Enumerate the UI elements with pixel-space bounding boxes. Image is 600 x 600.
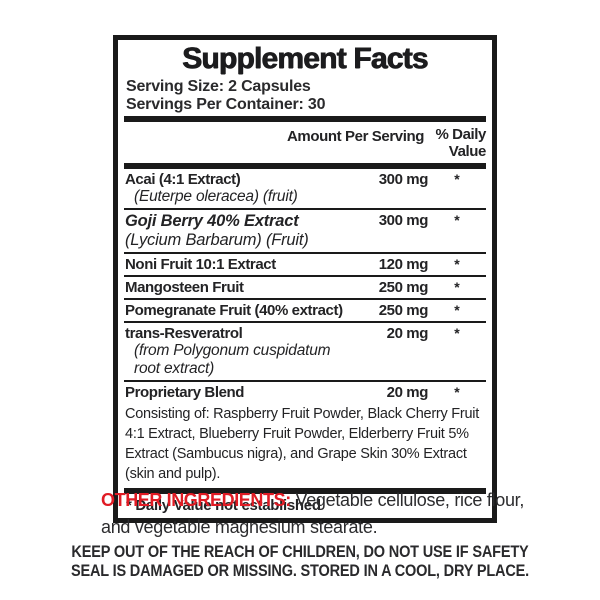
ingredient-name-block: Proprietary Blend [124, 384, 356, 401]
other-ingredients-text: Vegetable cellulose, rice flour, and veg… [101, 490, 525, 537]
ingredient-row-main: Acai (4:1 Extract) (Euterpe oleracea) (fr… [124, 171, 486, 206]
ingredient-name-block: Mangosteen Fruit [124, 279, 356, 296]
ingredient-daily-value: * [454, 302, 460, 318]
column-header-amount: Amount Per Serving [287, 128, 424, 145]
ingredient-row: trans-Resveratrol (from Polygonum cuspida… [124, 323, 486, 382]
servings-per-container-text: Servings Per Container: 30 [126, 96, 326, 113]
ingredient-sub-name: (Euterpe oleracea) (fruit) [134, 188, 298, 205]
ingredient-row: Proprietary Blend 20 mg * Consisting of: Ra… [124, 382, 486, 488]
ingredient-row: Noni Fruit 10:1 Extract 120 mg * [124, 254, 486, 277]
ingredient-amount: 250 mg [378, 302, 429, 319]
column-header-daily-value: % Daily Value [424, 126, 486, 160]
column-header-row: Amount Per Serving % Daily Value [124, 122, 486, 169]
ingredient-name: trans-Resveratrol [125, 325, 243, 342]
ingredient-name: Mangosteen Fruit [125, 279, 244, 296]
ingredient-row-main: Pomegranate Fruit (40% extract) 250 mg * [124, 302, 486, 319]
ingredient-name: Acai (4:1 Extract) [125, 171, 241, 188]
ingredient-row-main: trans-Resveratrol (from Polygonum cuspida… [124, 325, 486, 378]
ingredient-daily-value: * [454, 279, 460, 295]
ingredient-name-block: Goji Berry 40% Extract (Lycium Barbarum) … [124, 212, 356, 250]
ingredient-row: Acai (4:1 Extract) (Euterpe oleracea) (fr… [124, 169, 486, 210]
ingredient-daily-value: * [454, 384, 460, 400]
daily-value-header-line-1: % Daily [435, 126, 486, 143]
ingredient-amount: 20 mg [386, 384, 429, 401]
ingredient-sub-name: (from Polygonum cuspidatum root extract) [134, 342, 331, 377]
ingredient-row: Goji Berry 40% Extract (Lycium Barbarum) … [124, 210, 486, 254]
ingredient-daily-value: * [454, 325, 460, 341]
ingredient-row: Pomegranate Fruit (40% extract) 250 mg * [124, 300, 486, 323]
ingredient-amount: 300 mg [378, 171, 429, 188]
ingredient-row-main: Noni Fruit 10:1 Extract 120 mg * [124, 256, 486, 273]
daily-value-footnote: * Daily Value not established [126, 497, 321, 514]
ingredient-name: Goji Berry 40% Extract [125, 212, 299, 230]
ingredient-amount: 250 mg [378, 279, 429, 296]
ingredient-sub-name: (Lycium Barbarum) (Fruit) [125, 231, 309, 249]
ingredient-amount: 300 mg [378, 212, 429, 229]
ingredient-amount: 20 mg [386, 325, 429, 342]
warning-text: KEEP OUT OF THE REACH OF CHILDREN, DO NO… [36, 543, 564, 581]
ingredient-daily-value: * [454, 256, 460, 272]
other-ingredients-label: OTHER INGREDIENTS: [101, 490, 291, 510]
title-section: Supplement Facts Serving Size: 2 Capsule… [124, 40, 486, 122]
ingredient-name: Proprietary Blend [125, 384, 245, 401]
footnote-section: * Daily Value not established [124, 488, 486, 518]
ingredient-row-main: Goji Berry 40% Extract (Lycium Barbarum) … [124, 212, 486, 250]
warning-text-line-1: KEEP OUT OF THE REACH OF CHILDREN, DO NO… [71, 543, 529, 561]
ingredient-table: Acai (4:1 Extract) (Euterpe oleracea) (fr… [124, 169, 486, 488]
ingredient-daily-value: * [454, 171, 460, 187]
warning-text-line-2: SEAL IS DAMAGED OR MISSING. STORED IN A … [70, 562, 530, 580]
ingredient-name-block: Noni Fruit 10:1 Extract [124, 256, 356, 273]
ingredient-daily-value: * [454, 212, 460, 228]
ingredient-row-main: Mangosteen Fruit 250 mg * [124, 279, 486, 296]
ingredient-name-block: trans-Resveratrol (from Polygonum cuspida… [124, 325, 356, 378]
ingredient-row-main: Proprietary Blend 20 mg * [124, 384, 486, 401]
other-ingredients-paragraph: OTHER INGREDIENTS: Vegetable cellulose, … [101, 487, 529, 541]
ingredient-name: Noni Fruit 10:1 Extract [125, 256, 276, 273]
serving-size-text: Serving Size: 2 Capsules [126, 78, 311, 95]
supplement-facts-panel: Supplement Facts Serving Size: 2 Capsule… [113, 35, 497, 523]
ingredient-name-block: Pomegranate Fruit (40% extract) [124, 302, 356, 319]
ingredient-amount: 120 mg [378, 256, 429, 273]
page-title: Supplement Facts [182, 42, 428, 75]
daily-value-header-line-2: Value [448, 143, 487, 160]
ingredient-row: Mangosteen Fruit 250 mg * [124, 277, 486, 300]
ingredient-name: Pomegranate Fruit (40% extract) [125, 302, 343, 319]
ingredient-name-block: Acai (4:1 Extract) (Euterpe oleracea) (fr… [124, 171, 356, 206]
proprietary-blend-description: Consisting of: Raspberry Fruit Powder, B… [125, 406, 480, 482]
